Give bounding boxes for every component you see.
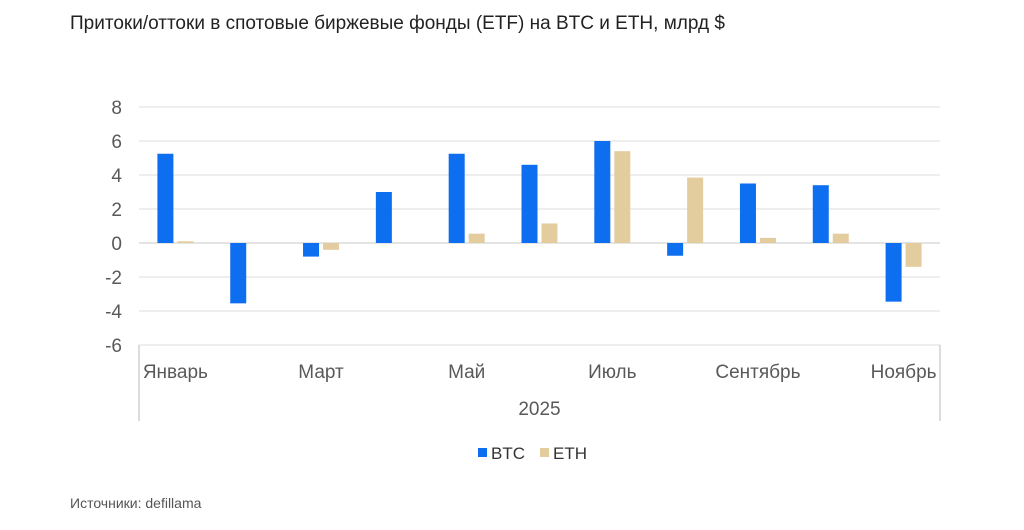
x-tick-label: Январь — [143, 362, 208, 383]
legend-swatch-btc — [478, 448, 487, 457]
x-tick-label: Июль — [588, 362, 637, 383]
bar-eth — [468, 233, 485, 243]
chart-title: Притоки/оттоки в спотовые биржевые фонды… — [70, 13, 725, 34]
y-tick-label: 2 — [111, 200, 122, 221]
y-tick-label: 0 — [111, 234, 122, 255]
bar-btc — [448, 153, 465, 243]
y-tick-label: -2 — [105, 268, 122, 289]
bar-eth — [759, 237, 776, 243]
x-tick-label: Сентябрь — [715, 362, 800, 383]
y-axis-ticks: 8 6 4 2 0 -2 -4 -6 — [105, 98, 122, 357]
x-group-label: 2025 — [518, 399, 560, 420]
x-axis: Январь Март Май Июль Сентябрь Ноябрь 2025 — [138, 345, 941, 421]
legend-label-eth: ETH — [553, 444, 587, 463]
bar-btc — [739, 183, 756, 243]
y-tick-label: -6 — [105, 336, 122, 357]
bar-btc — [303, 243, 320, 257]
x-tick-label: Март — [298, 362, 344, 383]
gridlines — [139, 106, 940, 346]
bar-btc — [667, 243, 684, 256]
bar-eth — [687, 177, 704, 243]
bar-eth — [323, 243, 340, 250]
bar-btc — [812, 185, 829, 243]
legend: BTC ETH — [478, 444, 587, 463]
source-note: Источники: defillama — [70, 495, 202, 511]
bar-btc — [885, 243, 902, 302]
y-tick-label: 4 — [111, 166, 122, 187]
bar-btc — [521, 164, 538, 243]
bar-btc — [157, 153, 174, 243]
bar-eth — [614, 151, 631, 243]
y-tick-label: 6 — [111, 132, 122, 153]
bar-eth — [541, 223, 558, 243]
bar-eth — [832, 233, 849, 243]
y-tick-label: 8 — [111, 98, 122, 119]
x-tick-label: Ноябрь — [871, 362, 937, 383]
bar-btc — [230, 243, 247, 304]
legend-label-btc: BTC — [491, 444, 525, 463]
bar-btc — [594, 141, 611, 243]
y-tick-label: -4 — [105, 302, 122, 323]
bar-eth — [177, 241, 194, 243]
x-tick-label: Май — [448, 362, 485, 383]
legend-swatch-eth — [540, 448, 549, 457]
bar-eth — [905, 243, 922, 267]
bars — [157, 141, 922, 304]
bar-btc — [375, 192, 392, 243]
